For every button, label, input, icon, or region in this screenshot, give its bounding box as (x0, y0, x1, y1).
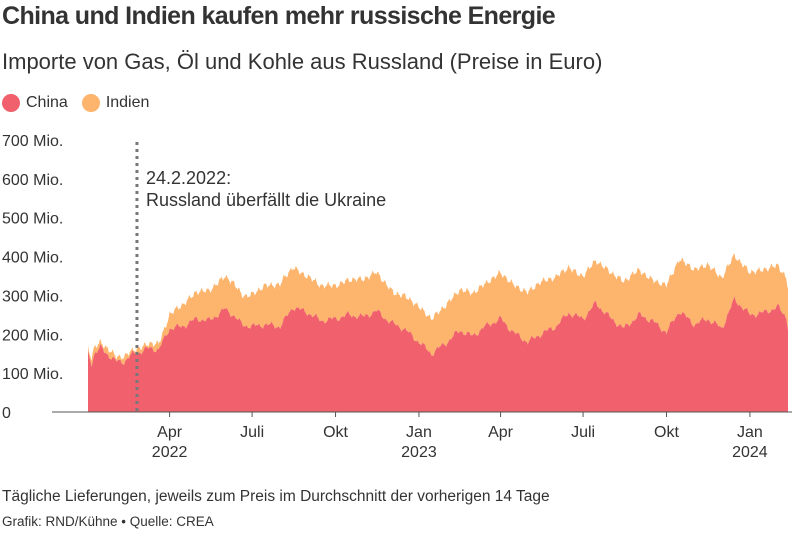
legend: China Indien (2, 94, 163, 112)
legend-swatch-india (81, 94, 100, 112)
x-tick-year-label: 2024 (732, 444, 768, 461)
legend-label-india: Indien (105, 94, 150, 111)
y-tick-label: 300 Mio. (2, 288, 63, 305)
series-area-indien (88, 253, 788, 368)
legend-item-china: China (2, 94, 68, 112)
x-tick-label: Apr (488, 424, 514, 441)
x-tick-year-label: 2023 (401, 444, 437, 461)
x-tick-label: Juli (571, 424, 595, 441)
event-annotation-text: Russland überfällt die Ukraine (146, 190, 386, 210)
x-tick-label: Okt (654, 424, 679, 441)
event-annotation-date: 24.2.2022: (146, 168, 231, 188)
footnote: Tägliche Lieferungen, jeweils zum Preis … (2, 488, 550, 505)
legend-item-india: Indien (81, 94, 150, 112)
legend-swatch-china (2, 94, 20, 112)
credit: Grafik: RND/Kühne • Quelle: CREA (2, 514, 214, 529)
x-tick-label: Juli (240, 424, 264, 441)
y-tick-label: 700 Mio. (2, 133, 63, 150)
y-tick-label: 600 Mio. (2, 172, 63, 189)
chart-subtitle: Importe von Gas, Öl und Kohle aus Russla… (2, 49, 603, 74)
x-tick-label: Okt (323, 424, 348, 441)
x-tick-label: Jan (406, 424, 432, 441)
x-tick-label: Jan (737, 424, 763, 441)
legend-label-china: China (26, 94, 68, 111)
x-tick-year-label: 2022 (152, 444, 188, 461)
y-tick-label: 100 Mio. (2, 366, 63, 383)
series-area-china (88, 296, 788, 412)
y-tick-label: 200 Mio. (2, 327, 63, 344)
y-tick-label: 0 (2, 405, 11, 422)
y-tick-label: 400 Mio. (2, 250, 63, 267)
x-tick-label: Apr (157, 424, 183, 441)
y-tick-label: 500 Mio. (2, 211, 63, 228)
chart-title: China und Indien kaufen mehr russische E… (2, 2, 556, 30)
